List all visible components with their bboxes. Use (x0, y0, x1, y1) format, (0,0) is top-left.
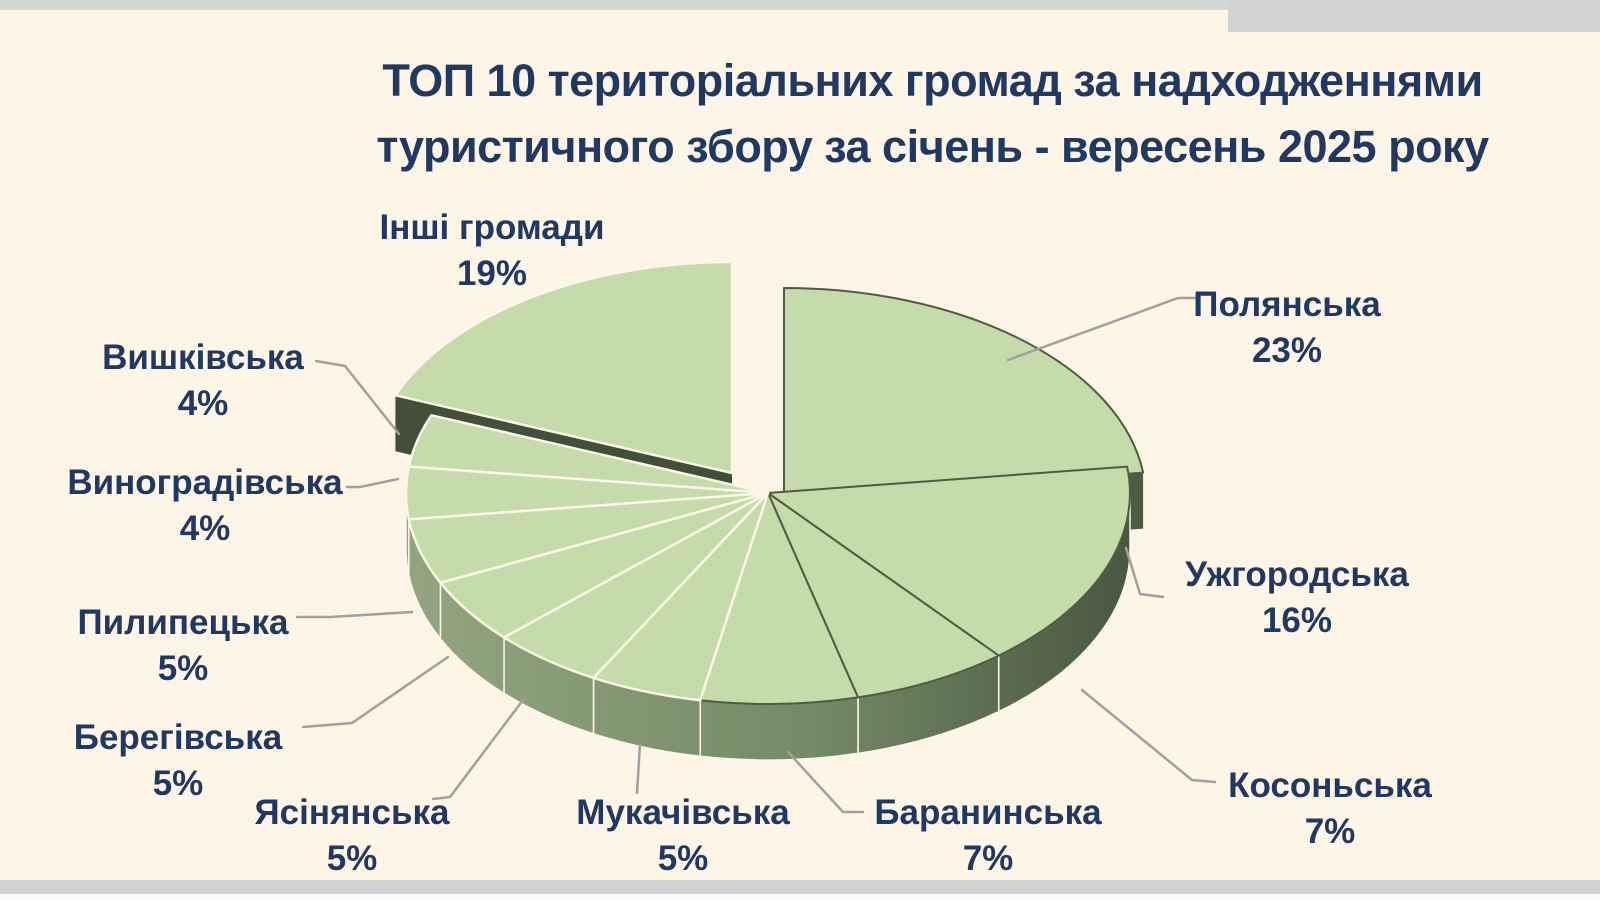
leader-line-berehivska (301, 655, 450, 729)
leader-line-polyanska (1006, 296, 1200, 362)
slice-label-yasinyanska: Ясінянська 5% (254, 790, 449, 882)
slice-label-uzhhorodska: Ужгородська 16% (1185, 552, 1409, 644)
slice-label-polyanska: Полянська 23% (1193, 282, 1380, 374)
slice-label-percent: 5% (326, 839, 378, 878)
slice-label-percent: 4% (179, 509, 231, 548)
slice-label-name: Мукачівська (576, 793, 790, 832)
window-chrome-top (0, 0, 1600, 10)
slice-label-name: Полянська (1193, 285, 1381, 324)
slice-label-kosonska: Косоньська 7% (1228, 763, 1432, 855)
slice-label-percent: 5% (657, 839, 709, 878)
pie-slice-polyanska (783, 287, 1145, 500)
leader-line-baraninska (786, 750, 865, 814)
slice-label-berehivska: Берегівська 5% (74, 715, 282, 807)
slice-label-vyshkivska: Вишківська 4% (102, 335, 304, 427)
slice-label-percent: 5% (152, 764, 204, 803)
slice-label-name: Пилипецька (77, 603, 289, 642)
window-chrome-bottom-edge (0, 894, 1600, 900)
leader-line-pylypetska (295, 610, 414, 619)
slice-label-vynohradivska: Виноградівська 4% (67, 460, 342, 552)
slice-label-name: Баранинська (874, 793, 1102, 832)
chart-title: ТОП 10 територіальних громад за надходже… (310, 48, 1555, 180)
slice-label-percent: 4% (177, 384, 229, 423)
leader-line-uzhhorodska (1124, 546, 1165, 599)
slice-label-name: Інші громади (379, 208, 605, 247)
slice-label-name: Виноградівська (67, 463, 343, 502)
slice-label-name: Ясінянська (254, 793, 450, 832)
leader-line-mukachivska (635, 742, 642, 795)
chart-title-line-2: туристичного збору за січень - вересень … (376, 121, 1489, 172)
pie-slice-uzhhorodska (767, 465, 1131, 657)
slice-label-percent: 19% (456, 254, 528, 293)
slice-label-name: Берегівська (73, 718, 283, 757)
chart-title-line-1: ТОП 10 територіальних громад за надходже… (382, 55, 1483, 106)
pie-slice-inshi-hromady (394, 260, 734, 475)
slice-label-percent: 7% (1304, 812, 1356, 851)
pie-slice-baraninska (699, 492, 859, 706)
slice-label-percent: 16% (1261, 601, 1333, 640)
leader-line-kosonska (1080, 688, 1217, 784)
slice-label-mukachivska: Мукачівська 5% (576, 790, 789, 882)
slice-label-name: Вишківська (102, 338, 304, 377)
slice-label-inshi-hromady: Інші громади 19% (380, 205, 605, 297)
slice-label-percent: 23% (1251, 331, 1323, 370)
slice-label-pylypetska: Пилипецька 5% (77, 600, 288, 692)
slice-label-percent: 7% (962, 839, 1014, 878)
leader-line-vynohradivska (345, 477, 400, 489)
slice-label-baraninska: Баранинська 7% (874, 790, 1101, 882)
leader-line-yasinyanska (431, 698, 525, 801)
window-chrome-top-right (1228, 0, 1600, 32)
pie-slice-mukachivska (592, 491, 770, 702)
pie-slice-kosonska (767, 492, 1000, 699)
window-chrome-bottom (0, 880, 1600, 894)
pie-rim-baraninska (699, 696, 859, 761)
slice-label-name: Ужгородська (1185, 555, 1409, 594)
leader-line-vyshkivska (314, 359, 401, 436)
slice-label-name: Косоньська (1228, 766, 1432, 805)
slice-label-percent: 5% (157, 649, 209, 688)
